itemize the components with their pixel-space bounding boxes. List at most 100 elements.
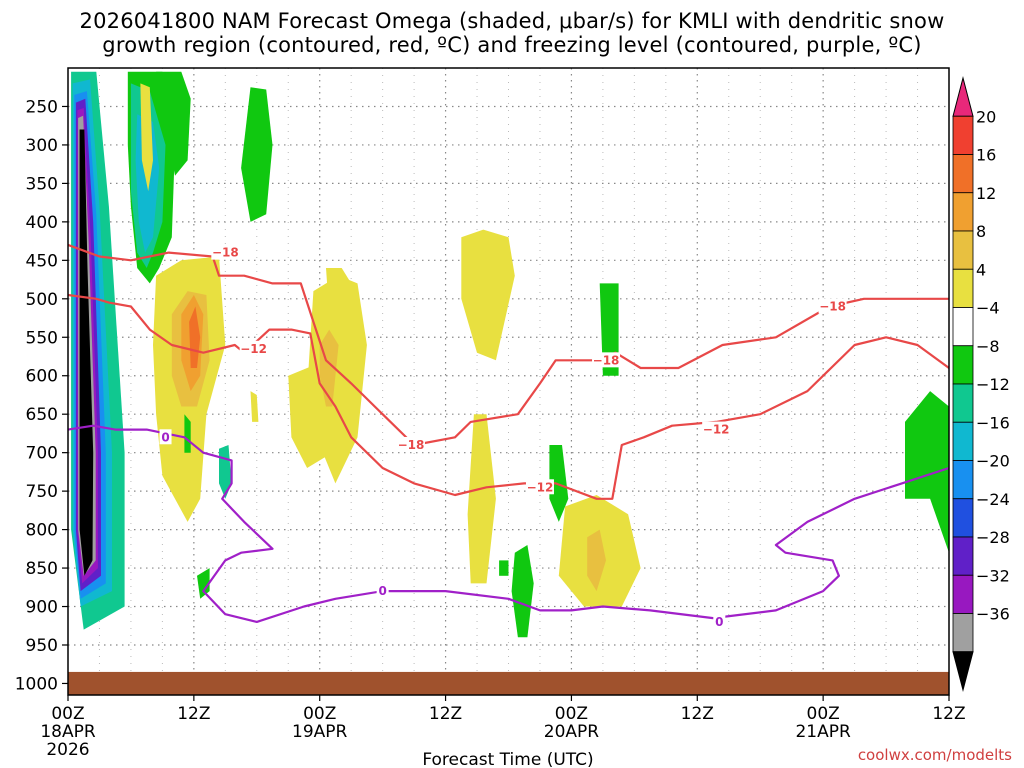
ground-fill: [68, 671, 949, 695]
x-tick-label: 12Z: [429, 704, 462, 724]
omega-region: [219, 445, 232, 499]
y-tick-label: 900: [26, 598, 58, 618]
y-tick-label: 950: [26, 636, 58, 656]
contour-label-bg: [239, 340, 268, 356]
colorbar-label: −36: [976, 605, 1010, 624]
y-tick-label: 800: [26, 521, 58, 541]
y-tick-label: 600: [26, 367, 58, 387]
omega-region: [499, 560, 509, 576]
colorbar-swatch: [952, 230, 974, 270]
y-tick-label: 300: [26, 136, 58, 156]
x-tick-year: 2026: [46, 740, 89, 760]
colorbar-swatch: [952, 115, 974, 155]
x-tick-label: 00Z: [555, 704, 588, 724]
chart-title-line1: 2026041800 NAM Forecast Omega (shaded, μ…: [79, 9, 945, 33]
colorbar-swatch: [952, 574, 974, 614]
x-tick-label: 00Z: [51, 704, 84, 724]
y-tick-label: 650: [26, 405, 58, 425]
colorbar-label: −4: [976, 299, 1000, 318]
contour-label-bg: [592, 352, 621, 368]
colorbar: 20 16 12 8 4 −4 −8 −12 −16 −20 −24 −28 −32 −36: [952, 76, 1010, 692]
omega-region: [326, 268, 352, 315]
contour-label-bg: [376, 583, 389, 599]
contour-label-bg: [525, 479, 554, 495]
omega-region: [511, 545, 534, 638]
colorbar-label: −8: [976, 337, 1000, 356]
omega-region: [241, 87, 273, 222]
x-tick-label: 12Z: [681, 704, 714, 724]
omega-region: [140, 83, 153, 192]
colorbar-swatch: [952, 383, 974, 423]
y-tick-label: 500: [26, 290, 58, 310]
colorbar-label: 12: [976, 184, 996, 203]
y-tick-label: 350: [26, 174, 58, 194]
y-axis: 250 300 350 400 450 500 550 600 650 700 750 800 850 9…: [15, 97, 68, 694]
colorbar-label: −28: [976, 528, 1010, 547]
isotherm-line: [68, 243, 949, 447]
colorbar-arrow-top: [952, 76, 974, 117]
y-tick-label: 850: [26, 559, 58, 579]
x-tick-label: 00Z: [303, 704, 336, 724]
x-tick-label: 12Z: [177, 704, 210, 724]
contour-label: 0: [715, 615, 723, 629]
omega-region: [197, 568, 210, 599]
colorbar-label: 4: [976, 260, 986, 279]
colorbar-swatch: [952, 613, 974, 653]
colorbar-swatch: [952, 536, 974, 576]
colorbar-swatch: [952, 345, 974, 385]
y-tick-label: 1000: [15, 674, 58, 694]
plot-frame: [67, 67, 950, 696]
colorbar-swatch: [952, 192, 974, 232]
contour-label-bg: [159, 429, 172, 445]
omega-region: [189, 306, 201, 368]
colorbar-label: −20: [976, 452, 1010, 471]
contour-label: −12: [703, 423, 730, 437]
colorbar-swatch: [952, 460, 974, 500]
contour-label-bg: [818, 298, 847, 314]
colorbar-swatch: [952, 498, 974, 538]
chart-title-line2: growth region (contoured, red, ºC) and f…: [102, 33, 922, 57]
colorbar-label: −16: [976, 413, 1010, 432]
colorbar-arrow-bottom: [952, 651, 974, 692]
y-tick-label: 750: [26, 482, 58, 502]
contour-label: 0: [161, 430, 169, 444]
colorbar-label: 20: [976, 107, 996, 126]
x-tick-date: 19APR: [292, 722, 348, 742]
omega-shading: [71, 71, 949, 638]
omega-region: [250, 391, 259, 422]
colorbar-swatch: [952, 421, 974, 461]
x-tick-date: 20APR: [544, 722, 600, 742]
omega-region: [156, 71, 191, 176]
colorbar-swatch: [952, 307, 974, 347]
contour-label: −18: [212, 246, 239, 260]
contour-label: −12: [527, 480, 554, 494]
colorbar-label: 16: [976, 146, 996, 165]
omega-region: [905, 391, 949, 553]
y-tick-label: 550: [26, 328, 58, 348]
contour-label-bg: [396, 436, 425, 452]
credit-link[interactable]: coolwx.com/modelts: [858, 746, 1012, 764]
temperature-contours: −18 −18 −18 −18 −12 −12 −12 0 0 0: [68, 243, 949, 629]
colorbar-label: −24: [976, 490, 1010, 509]
y-tick-label: 450: [26, 251, 58, 271]
omega-region: [307, 275, 367, 484]
omega-region: [184, 414, 191, 453]
colorbar-label: 8: [976, 222, 986, 241]
contour-label: −18: [819, 299, 846, 313]
omega-region: [79, 129, 94, 576]
colorbar-label: −32: [976, 566, 1010, 585]
x-tick-date: 18APR: [40, 722, 96, 742]
omega-region: [461, 229, 515, 361]
omega-region: [587, 529, 606, 592]
omega-region: [467, 414, 496, 584]
contour-label: −18: [398, 438, 425, 452]
x-tick-date: 21APR: [795, 722, 851, 742]
x-axis-label: Forecast Time (UTC): [422, 750, 593, 768]
y-tick-label: 250: [26, 97, 58, 117]
contour-label: −12: [240, 342, 267, 356]
y-tick-label: 400: [26, 213, 58, 233]
contour-label: −18: [593, 353, 620, 367]
x-tick-label: 12Z: [932, 704, 965, 724]
